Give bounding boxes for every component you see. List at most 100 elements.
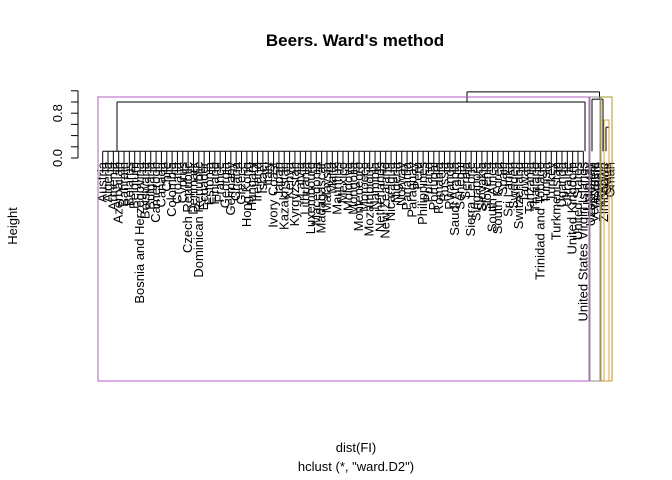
leaf-label: Chile [159,162,174,192]
leaf-label: United States [570,162,585,241]
leaf-label: Morocco [356,162,371,212]
cluster-rects [97,96,613,382]
leaf-label: Romania [431,161,446,214]
leaf-label: Uganda [554,161,569,207]
leaf-label: Cyprus [175,162,190,204]
leaf-label: Greece [234,162,249,205]
leaf-label: Senegal [452,162,467,210]
cluster-rect [603,119,610,382]
leaf-label: Croatia [169,161,184,204]
leaf-label: Ireland [250,162,265,202]
leaf-label: Uzbekistan [583,162,598,226]
leaf-label: Hong Kong [239,162,254,227]
leaf-label: Norway [394,162,409,207]
leaf-label: Cameroon [148,162,163,223]
leaf-label: Tanzania [522,161,537,214]
leaf-label: Turkey [543,162,558,202]
leaf-label: Latvia [292,161,307,196]
leaf-label: Bosnia and Herzegovina [132,161,147,303]
leaf-label: Lithuania [298,161,313,215]
leaf-label: Italy [260,162,275,186]
y-tick-label: 0.8 [50,104,65,122]
leaf-label: United States Virgin Islands [575,162,590,322]
leaf-label: Georgia [218,161,233,208]
leaf-label: South Africa [485,161,500,232]
leaf-label: Malta [324,161,339,194]
leaf-label: Canada [153,161,168,207]
leaf-label: Macedonia [308,161,323,225]
leaf-label: Finland [207,162,222,205]
leaf-label: New Zealand [378,162,393,239]
leaf-label: Bahrain [116,162,131,207]
leaf-label: Panama [399,161,414,210]
leaf-label: South Korea [490,161,505,234]
leaf-label: Sweden [506,162,521,209]
leaf-label: Belarus [121,162,136,207]
y-tick-label: 0.0 [50,149,65,167]
leaf-label: Rwanda [442,161,457,209]
leaf-label: Japan [271,162,286,197]
leaf-label: Spain [495,162,510,195]
leaf-label: Paraguay [404,162,419,218]
leaf-label: Serbia [458,161,473,199]
leaf-label: Philippines [415,162,430,225]
leaf-label: Portugal [426,162,441,211]
leaf-label: Ukraine [559,162,574,207]
leaf-label: Kyrgyzstan [287,162,302,226]
leaf-label: Ecuador [196,161,211,210]
leaf-label: Ivory Coast [266,162,281,228]
leaf-label: Poland [420,162,435,202]
leaf-label: Luxembourg [303,162,318,234]
leaf-label: Azerbaijan [111,162,126,223]
leaf-label: Colombia [164,161,179,217]
leaf-labels: AustriaAlgeriaArmeniaAzerbaijanBahrainBe… [95,161,618,321]
leaf-label: Kazakhstan [276,162,291,230]
x-axis-label: dist(FI) [336,440,376,455]
leaf-label: Sri Lanka [501,161,516,217]
leaf-label: Singapore [469,162,484,221]
leaf-label: Germany [223,162,238,216]
leaf-label: Taiwan [517,162,532,202]
leaf-label: Bulgaria [143,161,158,209]
leaf-label: Oman [602,162,617,197]
leaf-label: Armenia [105,161,120,210]
leaf-label: Nicaragua [383,161,398,221]
leaf-label: Mongolia [346,161,361,215]
leaf-label: Moldova [340,161,355,211]
leaf-label: Uruguay [580,162,595,212]
dendrogram-tree [102,91,610,173]
leaf-label: Namibia [367,161,382,209]
leaf-label: Peru [410,162,425,189]
leaf-label: Tunisia [538,161,553,203]
cluster-rect [97,96,590,382]
leaf-label: Russia [436,161,451,202]
leaf-label: Switzerland [511,162,526,229]
leaf-label: Thailand [527,162,542,212]
leaf-label: Madagascar [314,161,329,233]
leaf-label: Belgium [127,162,142,209]
cluster-rect [589,96,601,382]
leaf-label: Estonia [201,161,216,205]
leaf-label: Qatar [599,161,614,194]
leaf-label: Kenya [282,161,297,199]
leaf-label: Algeria [100,161,115,202]
leaf-label: Saudi Arabia [447,161,462,235]
y-axis-label: Height [5,207,20,245]
leaf-label: Malaysia [319,161,334,213]
leaf-label: Turkmenistan [549,162,564,240]
leaf-label: Czech Republic [180,162,195,254]
leaf-label: Hungary [244,162,259,212]
leaf-label: Mozambique [362,162,377,236]
leaf-label: Denmark [185,162,200,215]
leaf-label: United Kingdom [565,162,580,255]
leaf-label: Mexico [335,162,350,203]
leaf-label: Botswana [137,161,152,219]
leaf-label: Slovenia [479,161,494,212]
leaf-label: Montenegro [351,162,366,231]
leaf-label: Sierra Leone [463,162,478,236]
x-axis-sublabel: hclust (*, "ward.D2") [298,459,414,474]
y-axis: 0.0 0.8 [50,90,79,167]
leaf-label: Dominican Republic [191,162,206,278]
leaf-label: Ghana [228,161,243,201]
